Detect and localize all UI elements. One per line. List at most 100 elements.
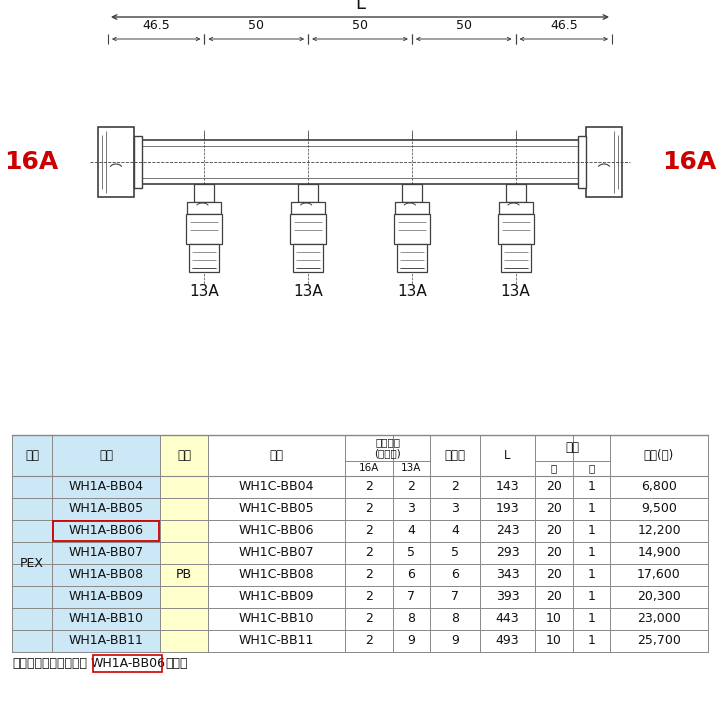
Text: 20: 20	[546, 546, 562, 559]
Text: 6: 6	[451, 568, 459, 581]
Bar	[498, 214, 534, 244]
Text: 2: 2	[365, 524, 373, 537]
Text: WH1C-BB10: WH1C-BB10	[239, 613, 314, 626]
Text: WH1A-BB06: WH1A-BB06	[68, 524, 143, 537]
Text: 243: 243	[495, 524, 519, 537]
Text: 品番: 品番	[99, 449, 113, 462]
Bar	[187, 202, 222, 214]
Text: 9,500: 9,500	[641, 503, 677, 516]
Bar	[12, 435, 708, 652]
Bar	[500, 244, 531, 272]
Text: 16A: 16A	[662, 150, 716, 174]
Bar	[126, 140, 594, 184]
Text: WH1A-BB08: WH1A-BB08	[68, 568, 143, 581]
Bar	[498, 202, 533, 214]
Text: 適用: 適用	[177, 449, 191, 462]
Text: 16A: 16A	[4, 150, 58, 174]
Text: 7: 7	[451, 590, 459, 603]
Bar	[586, 127, 622, 197]
Text: 2: 2	[451, 480, 459, 493]
Text: 46.5: 46.5	[550, 19, 577, 32]
Text: 2: 2	[365, 590, 373, 603]
Text: 小: 小	[588, 463, 595, 473]
Text: 10: 10	[546, 634, 562, 647]
Text: 46.5: 46.5	[143, 19, 170, 32]
Bar	[160, 435, 208, 652]
Text: WH1A-BB07: WH1A-BB07	[68, 546, 143, 559]
Text: 1: 1	[588, 634, 595, 647]
Text: 3: 3	[451, 503, 459, 516]
Text: 1: 1	[588, 613, 595, 626]
Text: 1: 1	[588, 546, 595, 559]
Text: 4: 4	[408, 524, 415, 537]
Text: WH1A-BB10: WH1A-BB10	[68, 613, 143, 626]
Text: WH1C-BB11: WH1C-BB11	[239, 634, 314, 647]
Text: 20: 20	[546, 568, 562, 581]
Text: 25,700: 25,700	[637, 634, 681, 647]
Text: 1: 1	[588, 503, 595, 516]
Text: 20,300: 20,300	[637, 590, 681, 603]
Text: 5: 5	[408, 546, 415, 559]
Text: 193: 193	[495, 503, 519, 516]
Text: 2: 2	[365, 503, 373, 516]
Text: 連結数: 連結数	[444, 449, 466, 462]
Text: 343: 343	[495, 568, 519, 581]
Bar	[134, 136, 142, 188]
Text: L: L	[355, 0, 365, 13]
Text: 1: 1	[588, 568, 595, 581]
Bar	[98, 127, 134, 197]
Text: WH1A-BB04: WH1A-BB04	[68, 480, 143, 493]
Text: です。: です。	[165, 657, 188, 670]
Text: WH1C-BB05: WH1C-BB05	[239, 503, 315, 516]
Text: 入数: 入数	[565, 441, 580, 454]
Text: 143: 143	[495, 480, 519, 493]
Text: 493: 493	[495, 634, 519, 647]
Text: 23,000: 23,000	[637, 613, 681, 626]
Text: 12,200: 12,200	[637, 524, 681, 537]
Text: 17,600: 17,600	[637, 568, 681, 581]
Text: 2: 2	[408, 480, 415, 493]
Bar	[394, 214, 430, 244]
Text: WH1A-BB05: WH1A-BB05	[68, 503, 143, 516]
Text: 8: 8	[451, 613, 459, 626]
Text: WH1A-BB09: WH1A-BB09	[68, 590, 143, 603]
Text: 1: 1	[588, 524, 595, 537]
Text: 適用: 適用	[25, 449, 39, 462]
Bar	[293, 244, 323, 272]
Text: WH1A-BB11: WH1A-BB11	[68, 634, 143, 647]
Text: 3: 3	[408, 503, 415, 516]
Text: 9: 9	[451, 634, 459, 647]
Text: 1: 1	[588, 590, 595, 603]
Text: 2: 2	[365, 546, 373, 559]
Text: 20: 20	[546, 480, 562, 493]
Text: 443: 443	[495, 613, 519, 626]
Bar	[298, 184, 318, 202]
Text: 7: 7	[408, 590, 415, 603]
Text: 5: 5	[451, 546, 459, 559]
Text: WH1C-BB06: WH1C-BB06	[239, 524, 314, 537]
Text: 14,900: 14,900	[637, 546, 681, 559]
Text: 1: 1	[588, 480, 595, 493]
Bar	[12, 435, 160, 652]
Text: 9: 9	[408, 634, 415, 647]
Text: 13A: 13A	[401, 463, 422, 473]
Text: WH1C-BB07: WH1C-BB07	[239, 546, 315, 559]
Text: 20: 20	[546, 524, 562, 537]
Text: 2: 2	[365, 480, 373, 493]
Text: 2: 2	[365, 613, 373, 626]
Text: 13A: 13A	[293, 284, 323, 299]
Text: WH1C-BB04: WH1C-BB04	[239, 480, 314, 493]
Text: 50: 50	[248, 19, 264, 32]
Text: PEX: PEX	[20, 557, 44, 570]
Text: 10: 10	[546, 613, 562, 626]
Bar	[53, 521, 159, 541]
Bar	[186, 214, 222, 244]
Text: PB: PB	[176, 568, 192, 581]
Bar	[397, 244, 427, 272]
Text: 20: 20	[546, 590, 562, 603]
Text: 2: 2	[365, 568, 373, 581]
Text: 16A: 16A	[359, 463, 379, 473]
Text: 4: 4	[451, 524, 459, 537]
Text: 13A: 13A	[397, 284, 427, 299]
Bar	[194, 184, 215, 202]
